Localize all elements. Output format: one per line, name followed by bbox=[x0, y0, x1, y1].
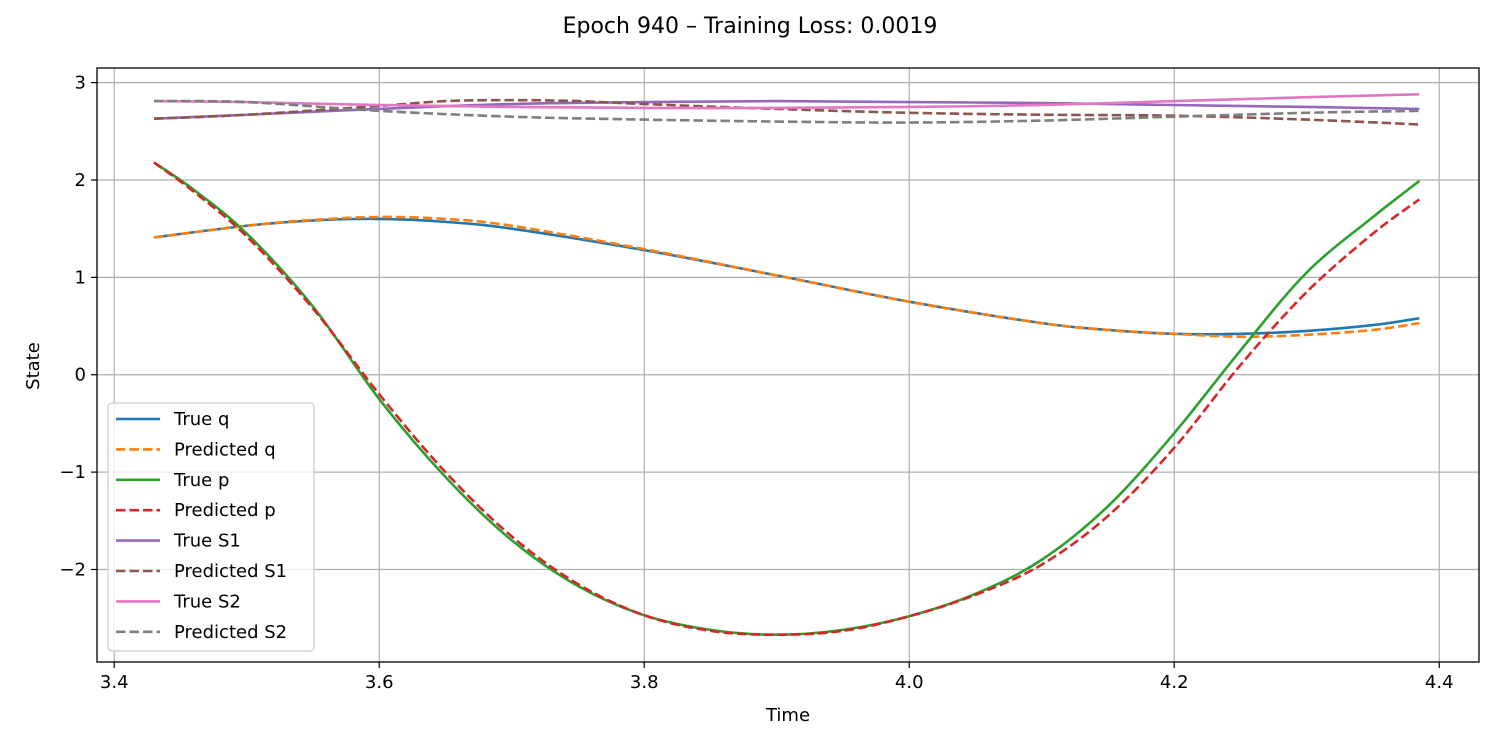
legend-box bbox=[107, 402, 315, 652]
grid bbox=[97, 68, 1479, 662]
series-line-predicted-s2 bbox=[153, 99, 1420, 124]
series-line-predicted-p bbox=[153, 161, 1421, 637]
legend-label-predicted-q: Predicted q bbox=[174, 439, 276, 460]
y-axis-label: State bbox=[23, 342, 44, 390]
x-tick-label: 4.0 bbox=[895, 672, 924, 693]
y-tick-label: 2 bbox=[75, 170, 86, 191]
x-tick-label: 4.2 bbox=[1160, 672, 1189, 693]
legend: True q Predicted q True p Predicted p True S… bbox=[107, 402, 315, 652]
y-tick-label: −1 bbox=[59, 462, 86, 483]
series-line-true-s2 bbox=[153, 92, 1420, 110]
x-tick-label: 3.8 bbox=[630, 672, 659, 693]
series-line-true-p bbox=[153, 161, 1421, 637]
legend-label-true-s2: True S2 bbox=[173, 591, 241, 612]
x-tick-label: 3.6 bbox=[365, 672, 394, 693]
x-tick-label: 3.4 bbox=[100, 672, 129, 693]
y-tick-label: 0 bbox=[75, 365, 86, 386]
chart-title: Epoch 940 – Training Loss: 0.0019 bbox=[563, 14, 938, 39]
legend-label-true-s1: True S1 bbox=[173, 531, 241, 552]
legend-label-predicted-s2: Predicted S2 bbox=[174, 622, 287, 643]
x-axis-label: Time bbox=[765, 705, 810, 726]
axes-frame bbox=[96, 67, 1480, 663]
y-tick-label: −2 bbox=[59, 559, 86, 580]
series-line-true-s1 bbox=[153, 99, 1420, 120]
legend-label-true-p: True p bbox=[173, 470, 229, 491]
legend-label-true-q: True q bbox=[173, 409, 229, 430]
plot-lines bbox=[153, 92, 1421, 637]
y-axis-ticks: −2 −1 0 1 2 3 bbox=[59, 73, 97, 580]
legend-label-predicted-p: Predicted p bbox=[174, 500, 276, 521]
legend-label-predicted-s1: Predicted S1 bbox=[174, 561, 287, 582]
y-tick-label: 3 bbox=[75, 73, 86, 94]
x-axis-ticks: 3.4 3.6 3.8 4.0 4.2 4.4 bbox=[100, 662, 1454, 693]
x-tick-label: 4.4 bbox=[1425, 672, 1454, 693]
y-tick-label: 1 bbox=[75, 267, 86, 288]
